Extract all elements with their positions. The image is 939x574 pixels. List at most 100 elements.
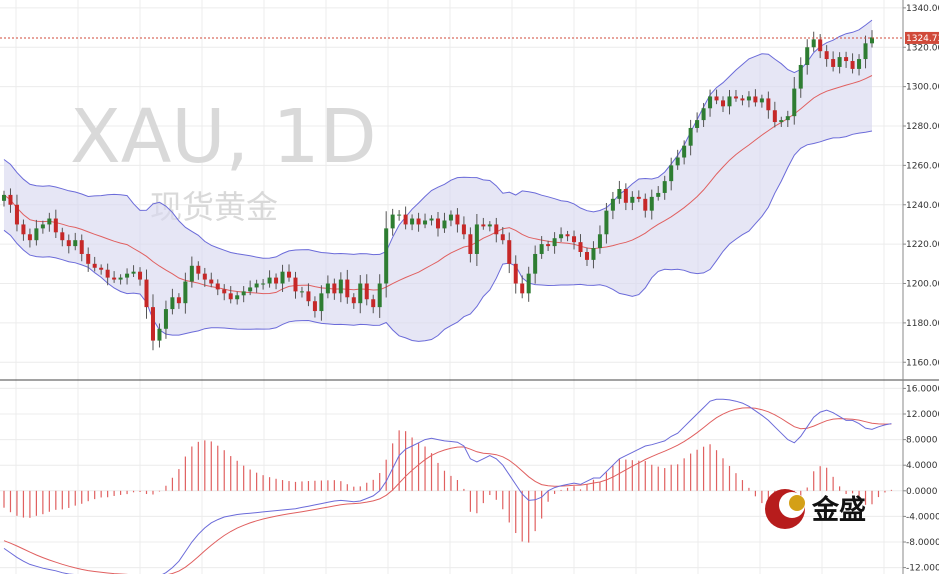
logo-gold-icon	[789, 495, 805, 511]
candle-body	[53, 218, 58, 233]
upper-band-line	[3, 19, 873, 259]
macd-tick-label: -8.0000	[906, 538, 939, 548]
candle-body	[112, 277, 117, 280]
candle-body	[448, 214, 453, 221]
watermark-symbol: XAU, 1D	[70, 94, 377, 180]
candle-body	[662, 181, 667, 193]
candle-body	[21, 224, 26, 235]
candle-body	[332, 283, 337, 294]
candle-body	[150, 307, 155, 341]
candlesticks	[1, 30, 875, 351]
candle-body	[785, 116, 790, 121]
candle-body	[857, 59, 862, 69]
candle-body	[423, 220, 428, 225]
candle-body	[759, 98, 764, 103]
candle-body	[818, 39, 823, 52]
candle-body	[319, 293, 324, 312]
macd-axis[interactable]: -12.0000 -8.0000 -4.0000 0.0000 4.0000 8.0000…	[903, 384, 939, 574]
candle-body	[850, 61, 855, 69]
candle-body	[695, 120, 700, 128]
candle-body	[578, 242, 583, 252]
candle-body	[261, 283, 266, 285]
candle-body	[792, 88, 797, 117]
candle-body	[92, 263, 97, 268]
candle-body	[701, 108, 706, 121]
jinsheng-logo: 金盛	[765, 489, 866, 529]
last-price-label: 1324.73	[906, 34, 939, 44]
candle-body	[461, 224, 466, 235]
price-tick-label: 1320.00	[906, 43, 939, 53]
candle-body	[597, 234, 602, 249]
macd-tick-label: 8.0000	[906, 436, 938, 446]
candle-body	[306, 291, 311, 302]
candle-body	[468, 234, 473, 254]
candle-body	[772, 110, 777, 123]
candle-body	[617, 189, 622, 199]
candle-body	[565, 234, 570, 237]
price-tick-label: 1300.00	[906, 83, 939, 93]
candle-body	[131, 271, 136, 274]
candle-body	[196, 265, 201, 274]
candle-body	[636, 196, 641, 199]
price-axis[interactable]: 1160.00 1180.00 1200.00 1220.00 1240.00 1260.…	[903, 4, 939, 368]
candle-body	[222, 289, 227, 294]
candle-body	[241, 291, 246, 296]
candle-body	[688, 127, 693, 146]
candle-body	[280, 271, 285, 284]
candle-body	[513, 263, 518, 284]
candle-body	[47, 218, 52, 225]
candle-body	[209, 279, 214, 284]
candle-body	[215, 283, 220, 290]
candle-body	[487, 224, 492, 227]
candle-body	[202, 273, 207, 280]
candle-body	[99, 267, 104, 270]
candle-body	[546, 244, 551, 247]
bollinger-bands	[3, 19, 873, 342]
candle-body	[863, 43, 868, 60]
candle-body	[669, 165, 674, 182]
candle-body	[753, 96, 758, 103]
candle-body	[66, 240, 71, 247]
candle-body	[721, 100, 726, 107]
candle-body	[183, 281, 188, 304]
candle-body	[584, 252, 589, 260]
candle-body	[235, 295, 240, 300]
macd-tick-label: 0.0000	[906, 487, 938, 497]
candle-body	[429, 218, 434, 221]
candle-body	[604, 210, 609, 235]
candle-body	[163, 309, 168, 329]
candle-body	[34, 228, 39, 241]
candle-body	[60, 232, 65, 241]
candle-body	[73, 240, 78, 247]
candle-body	[779, 120, 784, 123]
candle-body	[345, 279, 350, 298]
candle-body	[837, 57, 842, 67]
candle-body	[500, 234, 505, 241]
price-tick-label: 1260.00	[906, 161, 939, 171]
candle-body	[552, 238, 557, 247]
candle-body	[138, 271, 143, 280]
macd-line	[3, 398, 892, 574]
candle-body	[325, 283, 330, 294]
price-tick-label: 1340.00	[906, 4, 939, 14]
macd-tick-label: 4.0000	[906, 461, 938, 471]
macd-tick-label: 16.0000	[906, 384, 939, 394]
candle-body	[248, 287, 253, 292]
candle-body	[351, 297, 356, 304]
candle-body	[805, 47, 810, 65]
candle-body	[474, 224, 479, 254]
candle-body	[798, 64, 803, 89]
candle-body	[293, 277, 298, 292]
candle-body	[526, 273, 531, 294]
candle-body	[708, 96, 713, 109]
candle-body	[105, 269, 110, 278]
candle-body	[824, 51, 829, 60]
lower-band-line	[3, 130, 873, 342]
candle-body	[740, 98, 745, 101]
candle-body	[267, 277, 272, 284]
candle-body	[403, 214, 408, 225]
candle-body	[384, 228, 389, 284]
candle-body	[144, 279, 149, 308]
candle-body	[572, 236, 577, 243]
